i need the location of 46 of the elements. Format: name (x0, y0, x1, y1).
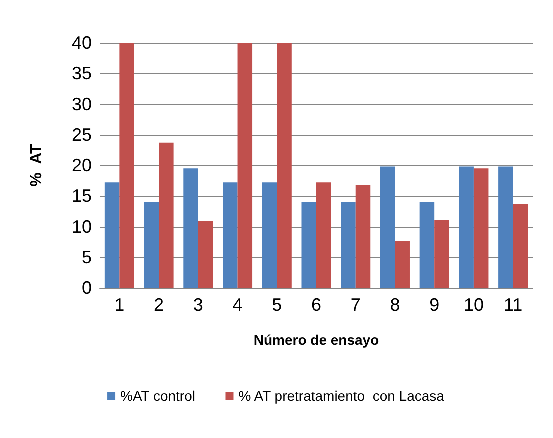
y-axis-title: % AT (28, 144, 46, 187)
bar (434, 220, 450, 288)
x-tick-label: 8 (390, 295, 400, 315)
y-tick-label: 40 (72, 33, 92, 53)
bar (395, 241, 410, 288)
bar (474, 168, 489, 288)
legend-label: %AT control (120, 388, 196, 404)
y-tick-label: 25 (72, 124, 92, 145)
y-tick-label: 30 (72, 94, 92, 114)
y-tick-label: 20 (72, 156, 92, 176)
y-tick-label: 5 (82, 247, 92, 268)
bar (120, 43, 134, 288)
bar (341, 202, 356, 288)
bar (104, 182, 120, 288)
x-tick-label: 3 (193, 295, 204, 315)
bar (159, 142, 174, 288)
y-tick-label: 35 (72, 64, 92, 84)
bar (198, 221, 214, 288)
legend-label: % AT pretratamiento con Lacasa (238, 388, 445, 404)
bar (498, 166, 514, 288)
x-tick-label: 2 (154, 295, 164, 315)
y-tick-label: 0 (82, 278, 92, 298)
y-tick-label: 10 (72, 216, 92, 237)
bar (316, 182, 332, 288)
x-tick-label: 10 (464, 295, 484, 315)
bar (356, 185, 371, 288)
x-tick-label: 6 (311, 295, 322, 315)
x-tick-label: 11 (504, 295, 523, 315)
bar (277, 43, 292, 288)
bar (380, 166, 396, 288)
x-tick-label: 5 (272, 295, 282, 315)
x-axis-title: Número de ensayo (254, 332, 380, 348)
x-tick-label: 9 (430, 295, 440, 315)
y-tick-label: 15 (72, 186, 92, 206)
bar (223, 182, 238, 288)
x-tick-label: 4 (232, 295, 243, 315)
x-tick-label: 1 (114, 295, 125, 315)
bar (184, 168, 198, 288)
bar (459, 166, 474, 288)
bar (238, 43, 253, 288)
bar (513, 204, 528, 288)
x-tick-label: 7 (350, 295, 361, 315)
bar (302, 202, 316, 288)
bar (262, 182, 278, 288)
bar (144, 202, 160, 288)
bar (420, 202, 435, 288)
